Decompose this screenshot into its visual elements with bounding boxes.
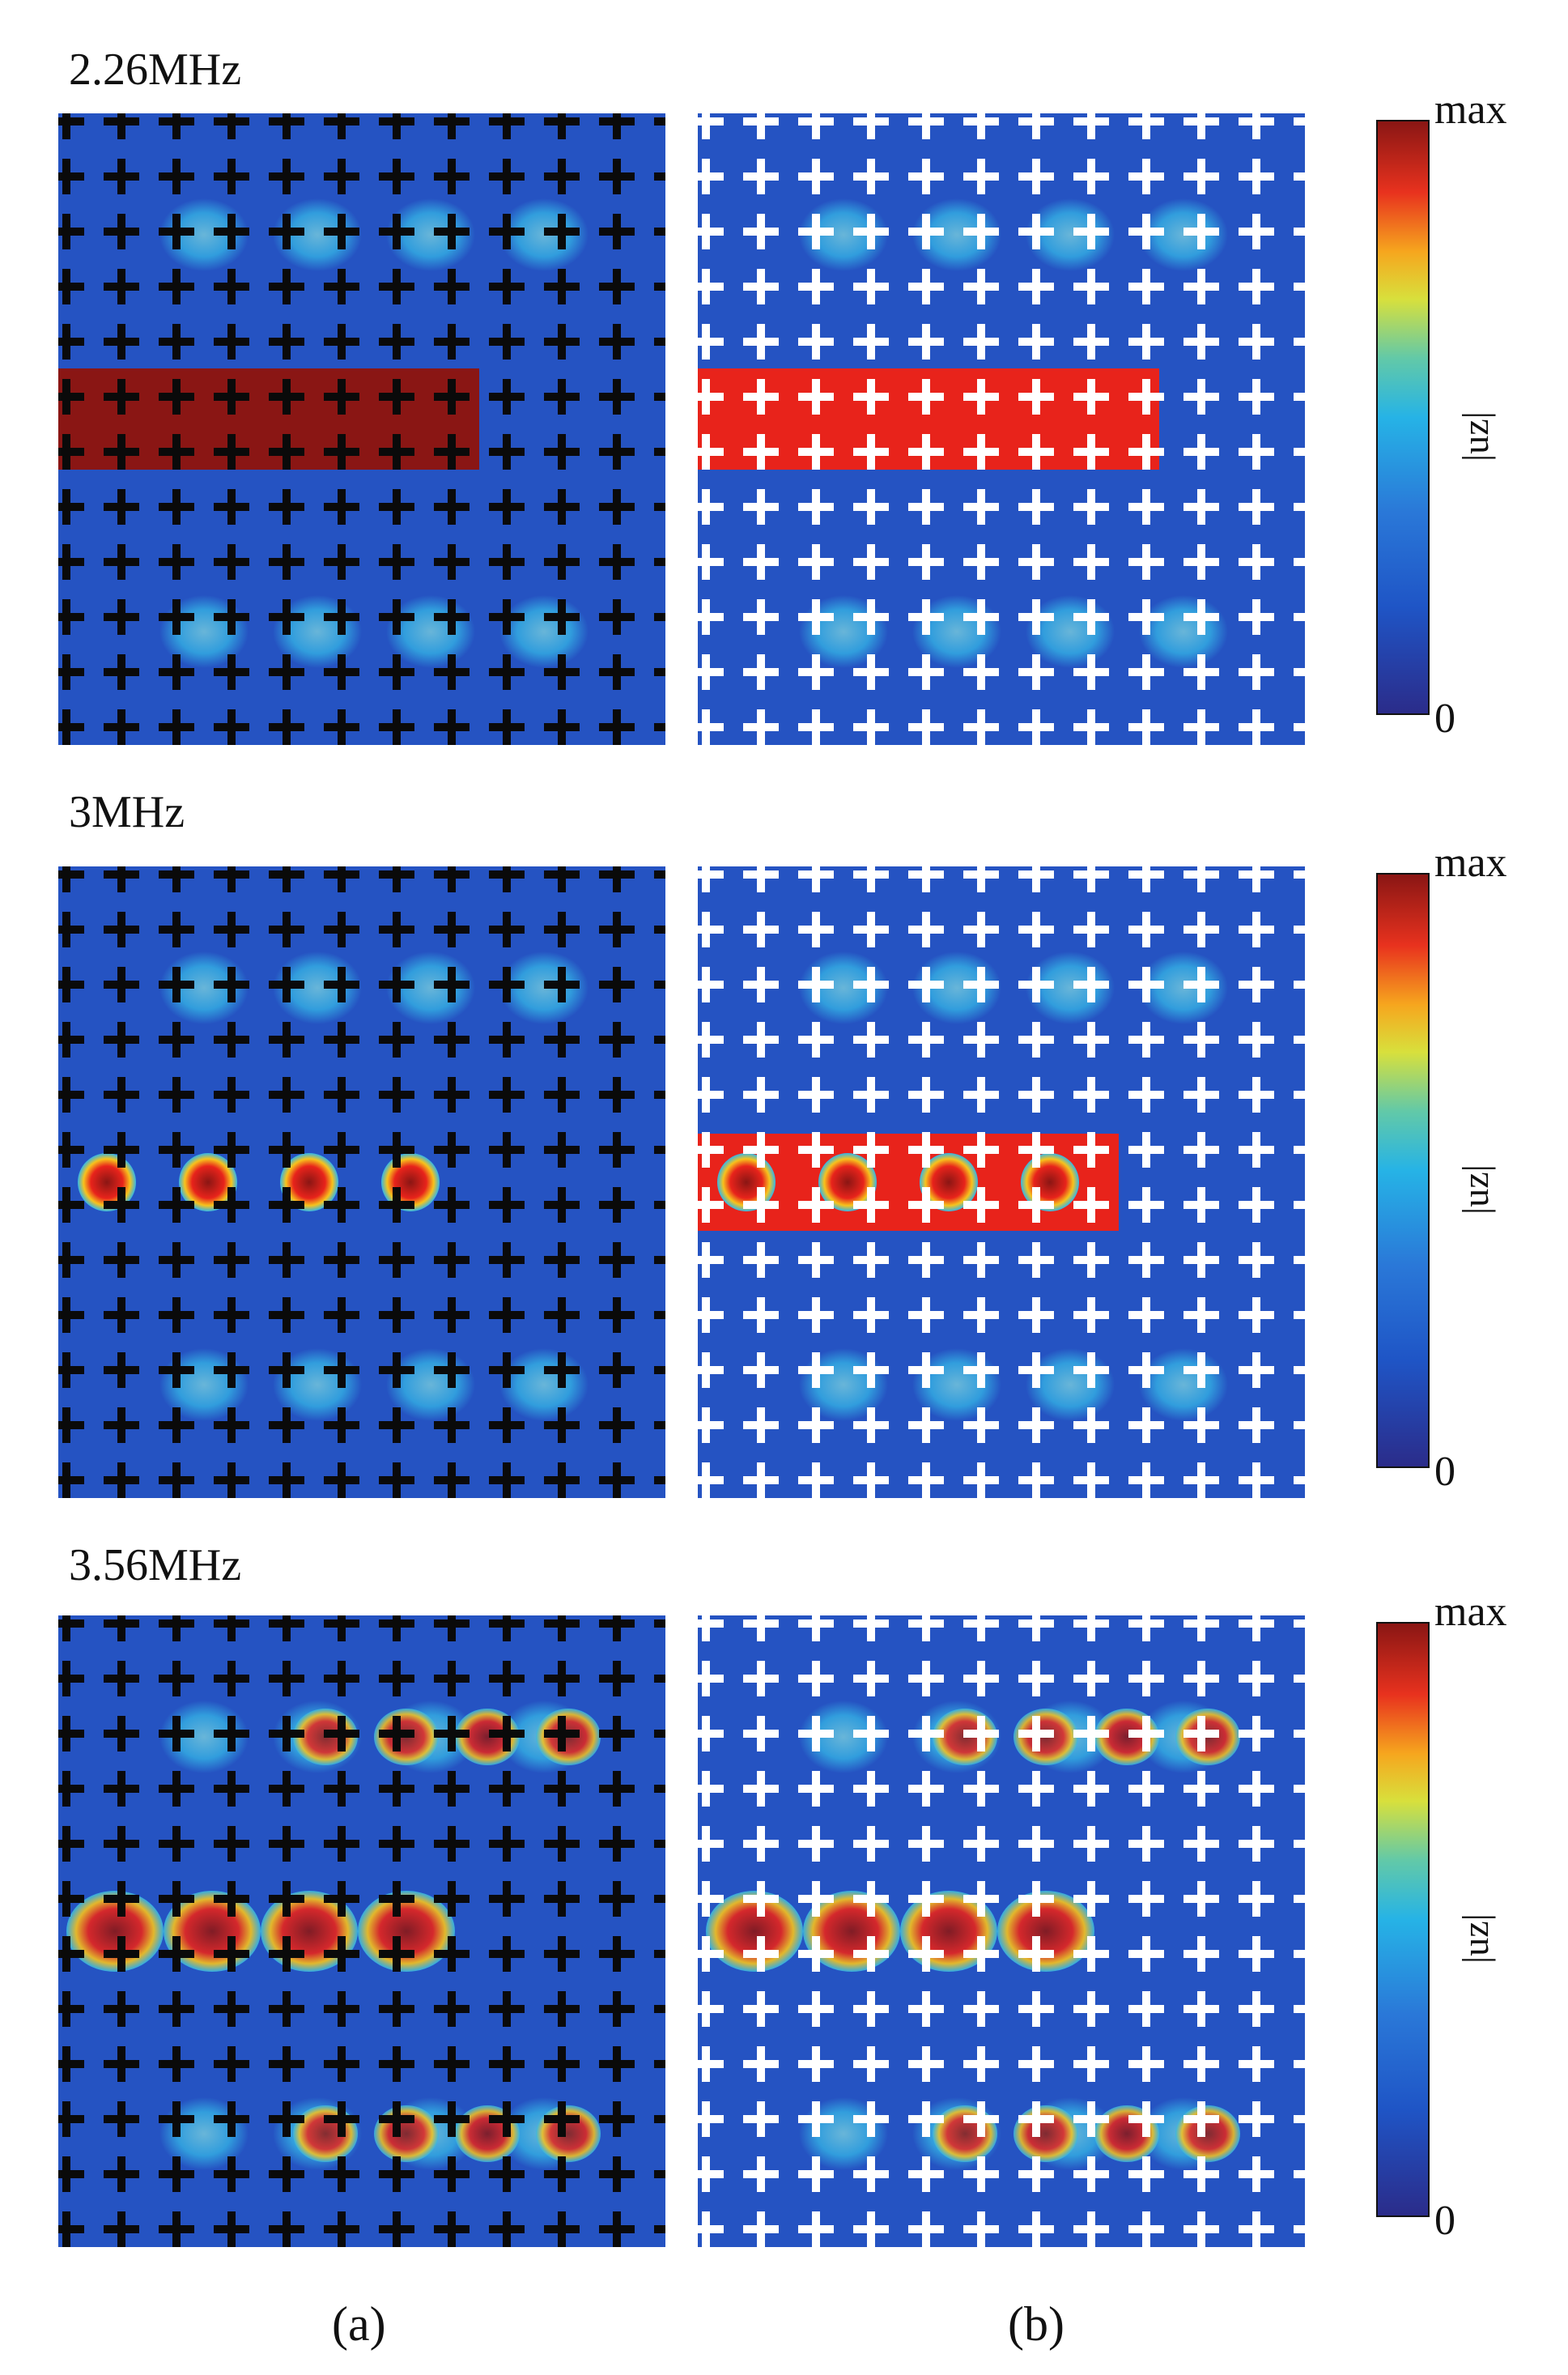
colorbar-max-label-row1: max xyxy=(1434,87,1507,133)
experimental-panel-row3 xyxy=(58,1615,665,2247)
colorbar-min-label-row3: 0 xyxy=(1434,2198,1455,2244)
colorbar-row3 xyxy=(1376,1622,1430,2217)
simulated-field-map xyxy=(698,866,1305,1498)
colorbar-min-label-row1: 0 xyxy=(1434,696,1455,742)
experimental-field-map xyxy=(58,113,665,745)
experimental-panel-row1 xyxy=(58,113,665,745)
simulated-panel-row2 xyxy=(698,866,1305,1498)
frequency-label-row1: 2.26MHz xyxy=(69,45,242,95)
subfigure-label-a: (a) xyxy=(332,2297,386,2351)
colorbar-min-label-row2: 0 xyxy=(1434,1449,1455,1495)
frequency-label-row2: 3MHz xyxy=(69,787,185,837)
colorbar-row1 xyxy=(1376,120,1430,715)
colorbar-max-label-row3: max xyxy=(1434,1589,1507,1635)
experimental-panel-row2 xyxy=(58,866,665,1498)
experimental-field-map xyxy=(58,1615,665,2247)
colorbar-max-label-row2: max xyxy=(1434,840,1507,886)
simulated-panel-row1 xyxy=(698,113,1305,745)
experimental-field-map xyxy=(58,866,665,1498)
colorbar-axis-label-row3: |uz| xyxy=(1455,1913,1496,1964)
colorbar-axis-label-row1: |uz| xyxy=(1455,411,1496,462)
simulated-field-map xyxy=(698,113,1305,745)
subfigure-label-b: (b) xyxy=(1008,2297,1064,2351)
colorbar-axis-label-row2: |uz| xyxy=(1455,1164,1496,1215)
simulated-panel-row3 xyxy=(698,1615,1305,2247)
frequency-label-row3: 3.56MHz xyxy=(69,1540,242,1590)
simulated-field-map xyxy=(698,1615,1305,2247)
colorbar-row2 xyxy=(1376,873,1430,1468)
